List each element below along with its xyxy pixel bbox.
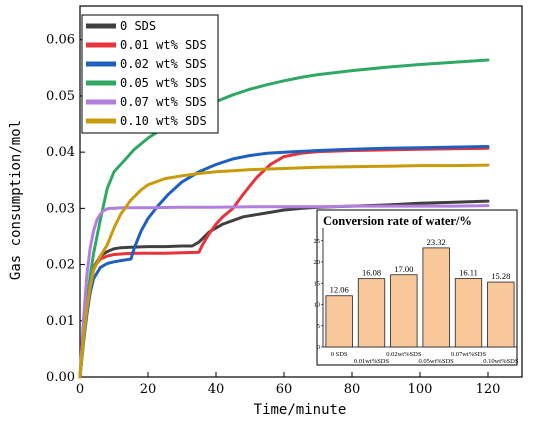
x-tick-label: 60 [276,382,293,397]
y-tick-label: 0.03 [46,201,75,216]
legend-label: 0.02 wt% SDS [120,57,207,71]
inset-bar [487,281,515,348]
y-axis-title: Gas consumption/mol [8,120,24,280]
inset-bar [357,278,386,348]
x-tick-label: 40 [208,382,225,397]
conversion-rate-inset-chart: Conversion rate of water/% 0 5 10 15 20 25 12.0… [314,209,519,366]
inset-category-label: 0.05wt%SDS [419,358,455,365]
inset-y-tick-label: 25 [314,238,321,245]
inset-y-tick-label: 5 [317,323,320,330]
y-tick-label: 0.06 [46,33,75,48]
y-tick-label: 0.02 [46,258,75,273]
inset-category-label: 0.01wt%SDS [354,358,390,365]
x-tick-label: 20 [140,382,157,397]
x-tick-label: 80 [344,382,361,397]
inset-value-label: 17.00 [394,264,413,274]
legend-label: 0.05 wt% SDS [120,76,207,90]
series-line-5 [78,163,490,379]
x-tick-label: 0 [76,382,84,397]
inset-category-label: 0.02wt%SDS [386,351,422,358]
inset-category-label: 0.07wt%SDS [451,351,487,358]
inset-value-label: 15.28 [491,271,510,281]
inset-bar [454,278,483,348]
inset-y-tick-label: 15 [314,280,321,287]
legend-label: 0 SDS [120,19,156,33]
legend: 0 SDS 0.01 wt% SDS 0.02 wt% SDS 0.05 wt% SD… [81,14,219,134]
inset-bar [422,247,450,348]
y-tick-label: 0.05 [46,89,75,104]
x-tick-label: 120 [476,382,501,397]
legend-label: 0.10 wt% SDS [120,114,207,128]
inset-y-tick-label: 20 [314,259,321,266]
inset-bar [390,274,418,348]
legend-box [81,14,219,134]
inset-category-label: 0 SDS [331,351,348,358]
y-tick-label: 0.01 [46,314,75,329]
inset-bar [325,295,353,348]
inset-y-tick-label: 10 [314,302,321,309]
y-tick-label: 0.04 [46,145,75,160]
x-axis-title: Time/minute [254,402,347,418]
inset-value-label: 23.32 [427,237,446,247]
legend-label: 0.07 wt% SDS [120,95,207,109]
series-line-2 [78,145,490,379]
legend-label: 0.01 wt% SDS [120,38,207,52]
inset-title: Conversion rate of water/% [323,214,472,228]
inset-value-label: 16.11 [459,268,478,278]
inset-value-label: 16.08 [362,268,381,278]
x-tick-label: 100 [408,382,433,397]
inset-category-label: 0.10wt%SDS [483,358,519,365]
inset-y-tick-label: 0 [317,344,320,351]
y-tick-label: 0.00 [46,370,75,385]
inset-value-label: 12.06 [330,285,349,295]
